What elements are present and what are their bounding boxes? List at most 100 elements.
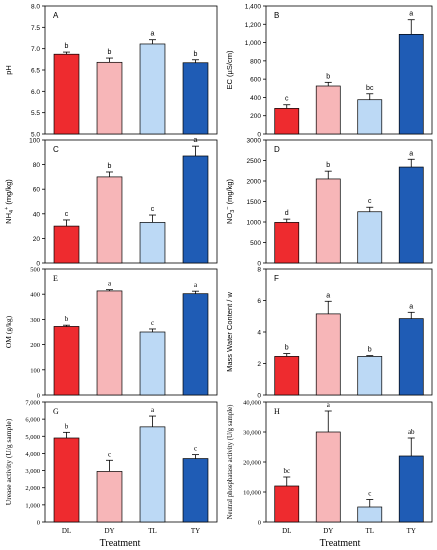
significance-letter: d: [285, 210, 289, 217]
significance-letter: c: [368, 198, 372, 205]
bar-dy: [315, 313, 341, 396]
bar-dy: [315, 85, 341, 135]
bar-ty: [182, 458, 209, 523]
significance-letter: c: [151, 206, 155, 213]
x-axis-title-right: Treatment: [320, 538, 361, 549]
significance-letter: c: [108, 450, 111, 458]
bar-dy: [96, 471, 123, 523]
y-tick-label: 1,200: [245, 22, 262, 29]
plot-frame: [44, 139, 218, 264]
y-tick-label: 4: [257, 330, 261, 337]
panel-D: 0 500 1000 1500 2000 2500 3000 d b c a D NO3− (mg/kg…: [225, 138, 433, 268]
y-tick-label: 80: [33, 162, 41, 169]
y-tick-label: 7.0: [31, 46, 40, 53]
y-tick-label: 8.0: [31, 4, 40, 11]
panel-A: 5.0 5.5 6.0 6.5 7.0 7.5 8.0 b b a b ApH: [4, 4, 218, 139]
panel-C: 0 20 40 60 80 100 c b c a C NH4+ (mg/kg): [4, 137, 218, 268]
x-tick-label: DL: [62, 527, 71, 535]
y-tick-label: 7.5: [31, 25, 40, 32]
bar-tl: [357, 211, 383, 264]
panel-label: H: [274, 407, 280, 416]
y-tick-label: 800: [250, 58, 261, 65]
bar-ty: [398, 166, 424, 264]
significance-letter: b: [65, 422, 69, 430]
plot-frame: [265, 5, 433, 135]
significance-letter: b: [368, 347, 372, 354]
y-tick-label: 0: [257, 132, 261, 139]
y-tick-label: 40,000: [243, 400, 261, 407]
panel-label: G: [53, 407, 59, 416]
y-axis-title: Neutral phosphatase activity (U/g sample…: [227, 405, 234, 520]
panel-H: 0 10,000 20,000 30,000 40,000 bc DL a DY c TL ab TY H…: [227, 400, 433, 535]
significance-letter: b: [326, 162, 330, 169]
y-axis-title: Urease activity (U/g sample): [4, 418, 13, 505]
x-tick-label: DY: [323, 527, 333, 535]
y-tick-label: 20,000: [243, 460, 261, 467]
bar-ty: [398, 33, 424, 135]
y-tick-label: 100: [29, 138, 40, 145]
bar-tl: [139, 222, 166, 264]
y-tick-label: 60: [33, 187, 41, 194]
y-tick-label: 200: [250, 113, 261, 120]
y-tick-label: 5.5: [31, 110, 40, 117]
bar-tl: [139, 426, 166, 523]
y-tick-label: 1,000: [245, 40, 262, 47]
bar-dl: [53, 437, 80, 523]
plot-frame: [44, 401, 218, 523]
bar-tl: [357, 99, 383, 135]
bar-ty: [398, 455, 424, 523]
y-tick-label: 5.0: [31, 132, 40, 139]
x-tick-label: TY: [407, 527, 416, 535]
y-tick-label: 0: [257, 393, 261, 400]
y-tick-label: 0: [37, 520, 40, 527]
y-axis-title: EC (µS/cm): [225, 50, 234, 89]
y-tick-label: 6: [257, 298, 261, 305]
panel-label: F: [274, 274, 279, 283]
significance-letter: b: [194, 51, 198, 58]
y-tick-label: 6.0: [31, 89, 40, 96]
panel-label: C: [53, 145, 59, 154]
y-tick-label: 1000: [247, 220, 262, 227]
y-tick-label: 1,400: [245, 4, 262, 11]
significance-letter: a: [326, 292, 330, 299]
y-tick-label: 3000: [247, 138, 262, 145]
significance-letter: b: [285, 345, 289, 352]
panel-label: A: [53, 11, 59, 20]
significance-letter: a: [409, 11, 413, 18]
x-tick-label: TY: [191, 527, 200, 535]
y-tick-label: 0: [36, 261, 40, 268]
significance-letter: b: [326, 73, 330, 80]
y-tick-label: 8: [257, 267, 261, 274]
y-axis-title: NO3− (mg/kg): [225, 178, 236, 224]
significance-letter: a: [151, 406, 155, 414]
y-tick-label: 3,000: [25, 468, 40, 475]
x-tick-label: TL: [148, 527, 157, 535]
y-tick-label: 300: [30, 317, 40, 324]
y-tick-label: 200: [30, 342, 40, 349]
x-axis-title-left: Treatment: [100, 538, 141, 549]
bar-dy: [96, 61, 123, 135]
significance-letter: a: [194, 137, 198, 144]
y-tick-label: 500: [30, 267, 40, 274]
bar-dy: [96, 176, 123, 264]
y-tick-label: 5,000: [25, 434, 40, 441]
y-tick-label: 4,000: [25, 451, 40, 458]
x-tick-label: DY: [104, 527, 114, 535]
panel-B: 0 200 400 600 800 1,000 1,200 1,400 c b bc a B EC (µS…: [225, 4, 433, 139]
bar-dl: [53, 326, 80, 396]
y-tick-label: 0: [257, 261, 261, 268]
y-tick-label: 6,000: [25, 417, 40, 424]
significance-letter: b: [65, 315, 69, 323]
bar-dy: [315, 431, 341, 523]
significance-letter: c: [368, 490, 371, 498]
plot-frame: [44, 268, 218, 396]
x-tick-label: TL: [365, 527, 374, 535]
y-axis-title: Mass Water Content / w: [225, 292, 234, 372]
panel-G: 0 1,000 2,000 3,000 4,000 5,000 6,000 7,000 b DL c…: [4, 400, 218, 535]
significance-letter: ab: [408, 428, 415, 436]
bar-ty: [182, 293, 209, 396]
significance-letter: a: [327, 401, 331, 409]
panel-F: 0 2 4 6 8 b a b a F Mass Water Content / w: [225, 267, 433, 400]
panel-label: D: [274, 145, 280, 154]
